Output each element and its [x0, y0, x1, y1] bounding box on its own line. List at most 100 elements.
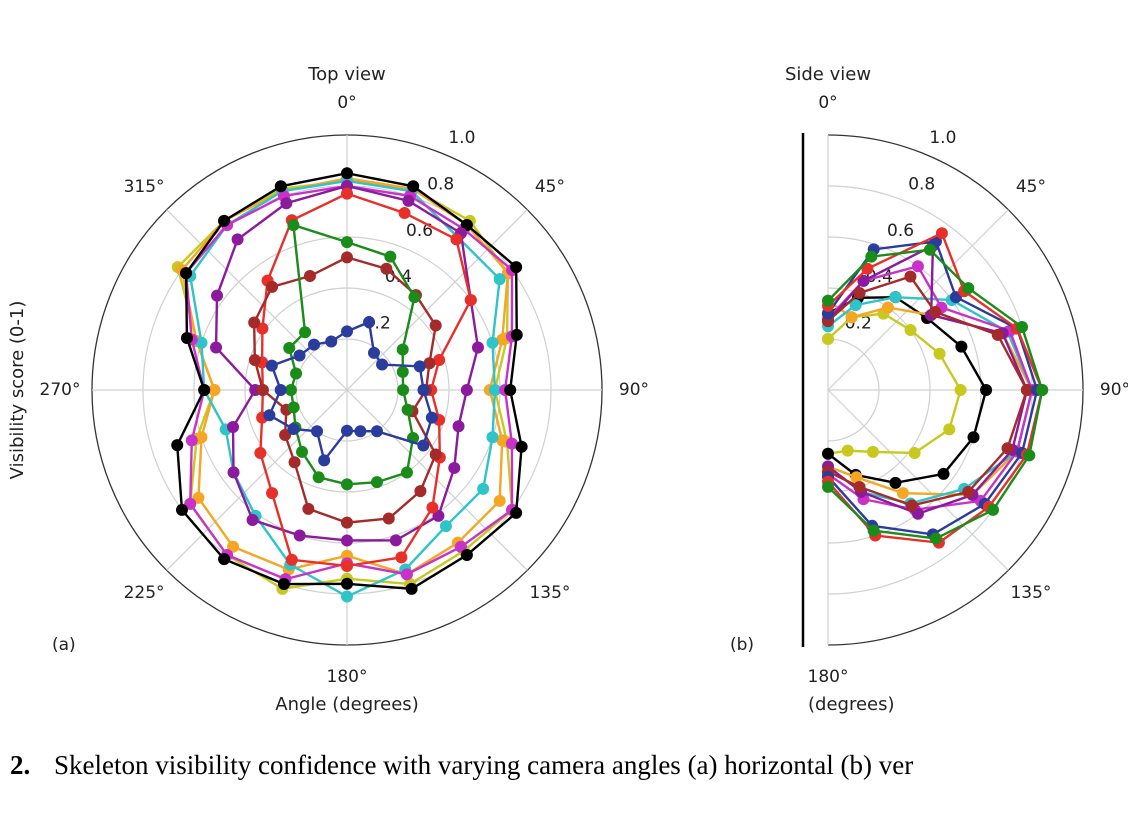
data-point [227, 466, 240, 479]
data-point [256, 322, 269, 335]
data-point [263, 409, 276, 422]
data-point [448, 461, 461, 474]
data-point [184, 497, 197, 510]
data-point [210, 341, 223, 354]
data-point [277, 578, 290, 591]
data-point [325, 335, 338, 348]
data-point [486, 336, 499, 349]
data-point [460, 549, 473, 562]
data-point [396, 343, 409, 356]
data-point [341, 559, 353, 572]
data-point [195, 336, 208, 349]
data-point [471, 341, 484, 354]
data-point [266, 280, 279, 293]
data-point [510, 506, 523, 519]
data-point [280, 197, 293, 210]
data-point [279, 428, 292, 441]
data-point [493, 273, 506, 286]
data-point [1036, 384, 1049, 396]
data-point [180, 331, 193, 344]
data-point [967, 431, 980, 444]
data-point [185, 434, 198, 447]
data-point [962, 282, 975, 295]
data-point [845, 311, 858, 324]
data-point [933, 347, 946, 360]
data-point [266, 487, 279, 500]
theta-tick-label: 0° [337, 93, 356, 113]
spoke [827, 389, 1009, 571]
data-point [822, 480, 834, 493]
data-point [395, 551, 408, 564]
data-point [414, 485, 427, 498]
data-point [853, 481, 866, 494]
data-point [312, 471, 325, 484]
data-point [192, 491, 205, 504]
data-point [866, 445, 879, 458]
data-point [908, 446, 921, 459]
data-point [211, 289, 224, 302]
data-point [504, 384, 517, 396]
data-point [227, 421, 240, 434]
data-point [505, 437, 518, 450]
data-point [405, 582, 418, 595]
polar-chart: 0.20.40.60.81.00°45°90°135°180°225°270°3… [7, 64, 649, 715]
data-point [231, 233, 244, 246]
data-point [218, 214, 231, 227]
data-point [857, 274, 870, 287]
data-point [425, 411, 438, 424]
data-point [413, 360, 426, 373]
theta-tick-label: 135° [529, 583, 570, 603]
data-point [283, 342, 296, 355]
data-point [401, 403, 414, 416]
data-point [198, 384, 211, 396]
data-point [318, 454, 331, 467]
data-point [248, 316, 261, 329]
data-point [363, 316, 376, 329]
theta-tick-label: 0° [818, 93, 837, 113]
data-point [354, 425, 367, 438]
data-point [311, 425, 324, 438]
theta-tick-label: 90° [619, 380, 649, 400]
data-point [274, 180, 287, 193]
data-point [287, 401, 300, 414]
data-point [955, 340, 968, 353]
theta-tick-label: 135° [1010, 583, 1051, 603]
data-point [400, 568, 413, 581]
r-tick-label: 0.8 [427, 174, 454, 194]
data-point [822, 294, 834, 307]
r-tick-label: 1.0 [929, 128, 956, 148]
data-point [450, 233, 463, 246]
data-point [246, 513, 259, 526]
theta-tick-label: 90° [1100, 380, 1128, 400]
data-point [841, 444, 854, 457]
data-point [171, 439, 184, 452]
y-axis-label: Visibility score (0-1) [7, 301, 28, 480]
data-point [265, 359, 278, 372]
data-point [396, 365, 409, 378]
data-point [417, 439, 430, 452]
series-line [287, 223, 416, 486]
data-point [248, 354, 261, 367]
data-point [432, 509, 445, 522]
data-point [341, 534, 353, 547]
r-tick-label: 0.6 [406, 221, 433, 241]
data-point [896, 487, 909, 500]
data-point [367, 346, 380, 359]
data-point [341, 167, 353, 180]
panel-label: (a) [52, 635, 76, 655]
data-point [175, 503, 188, 516]
spoke [346, 209, 528, 391]
r-tick-label: 1.0 [448, 128, 475, 148]
data-point [460, 218, 473, 231]
data-point [287, 422, 300, 435]
data-point [929, 306, 942, 319]
data-point [254, 446, 267, 459]
data-point [341, 478, 353, 491]
data-point [218, 553, 231, 566]
data-point [889, 476, 902, 489]
data-point [460, 384, 473, 396]
data-point [380, 262, 393, 275]
theta-tick-label: 45° [1016, 177, 1046, 197]
